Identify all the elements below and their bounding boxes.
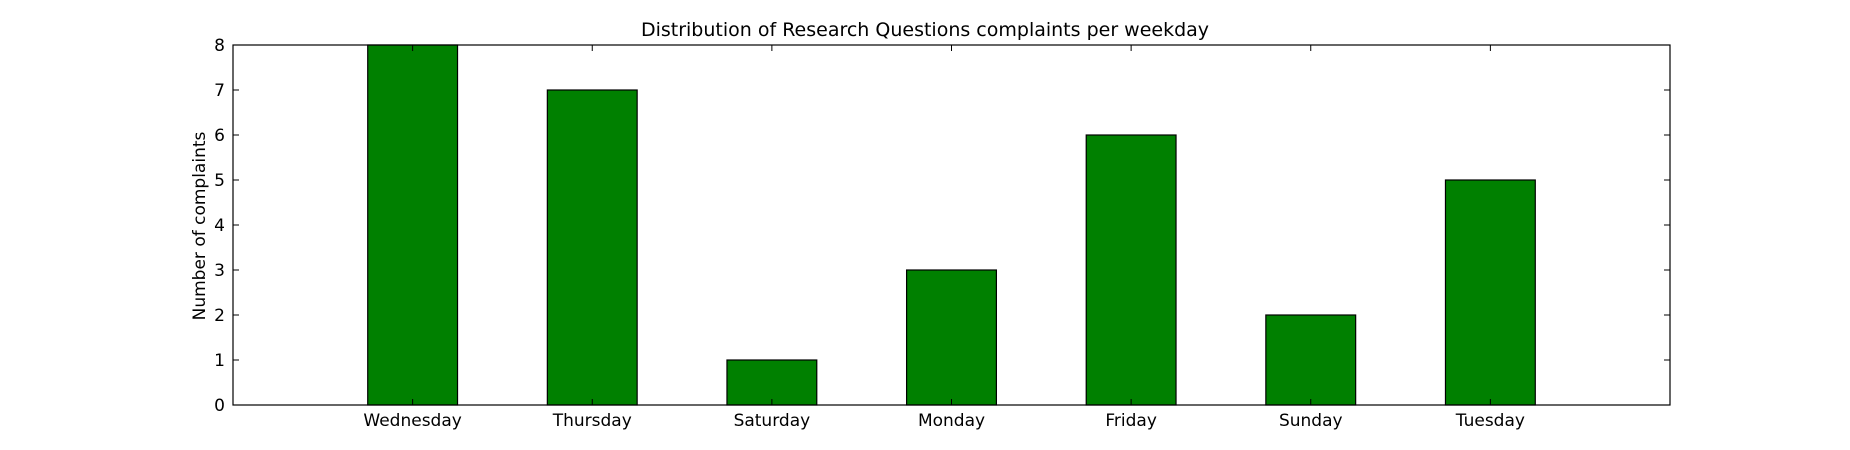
x-tick-label: Monday bbox=[918, 411, 985, 431]
x-tick-label: Sunday bbox=[1279, 411, 1343, 431]
y-tick-label: 3 bbox=[214, 261, 225, 281]
plot-frame bbox=[232, 44, 1671, 406]
bar-sunday bbox=[1265, 314, 1357, 406]
x-tick-label: Wednesday bbox=[363, 411, 461, 431]
chart-title: Distribution of Research Questions compl… bbox=[641, 19, 1209, 41]
bar-wednesday bbox=[367, 44, 459, 406]
x-tick-label: Thursday bbox=[552, 411, 632, 431]
y-tick-label: 8 bbox=[214, 36, 225, 56]
x-tick-label: Saturday bbox=[734, 411, 811, 431]
bar-monday bbox=[905, 269, 998, 406]
x-tick-label: Friday bbox=[1105, 411, 1157, 431]
y-tick-label: 2 bbox=[214, 306, 225, 326]
y-tick-label: 5 bbox=[214, 171, 225, 191]
x-tick-labels: Wednesday Thursday Saturday Monday Friday Sun… bbox=[363, 411, 1525, 431]
y-tick-label: 6 bbox=[214, 126, 225, 146]
y-axis-label: Number of complaints bbox=[190, 131, 210, 320]
bar-thursday bbox=[546, 89, 638, 406]
y-tick-label: 7 bbox=[214, 81, 225, 101]
bar-friday bbox=[1085, 134, 1177, 406]
y-tick-label: 0 bbox=[214, 396, 225, 416]
bars-group bbox=[367, 44, 1536, 406]
y-tick-label: 4 bbox=[214, 216, 225, 236]
y-tick-label: 1 bbox=[214, 351, 225, 371]
y-tick-labels: 0 1 2 3 4 5 6 7 8 bbox=[214, 36, 225, 416]
ticks-group bbox=[233, 44, 1670, 406]
bar-saturday bbox=[726, 359, 818, 406]
x-tick-label: Tuesday bbox=[1455, 411, 1525, 431]
bar-tuesday bbox=[1444, 179, 1536, 406]
